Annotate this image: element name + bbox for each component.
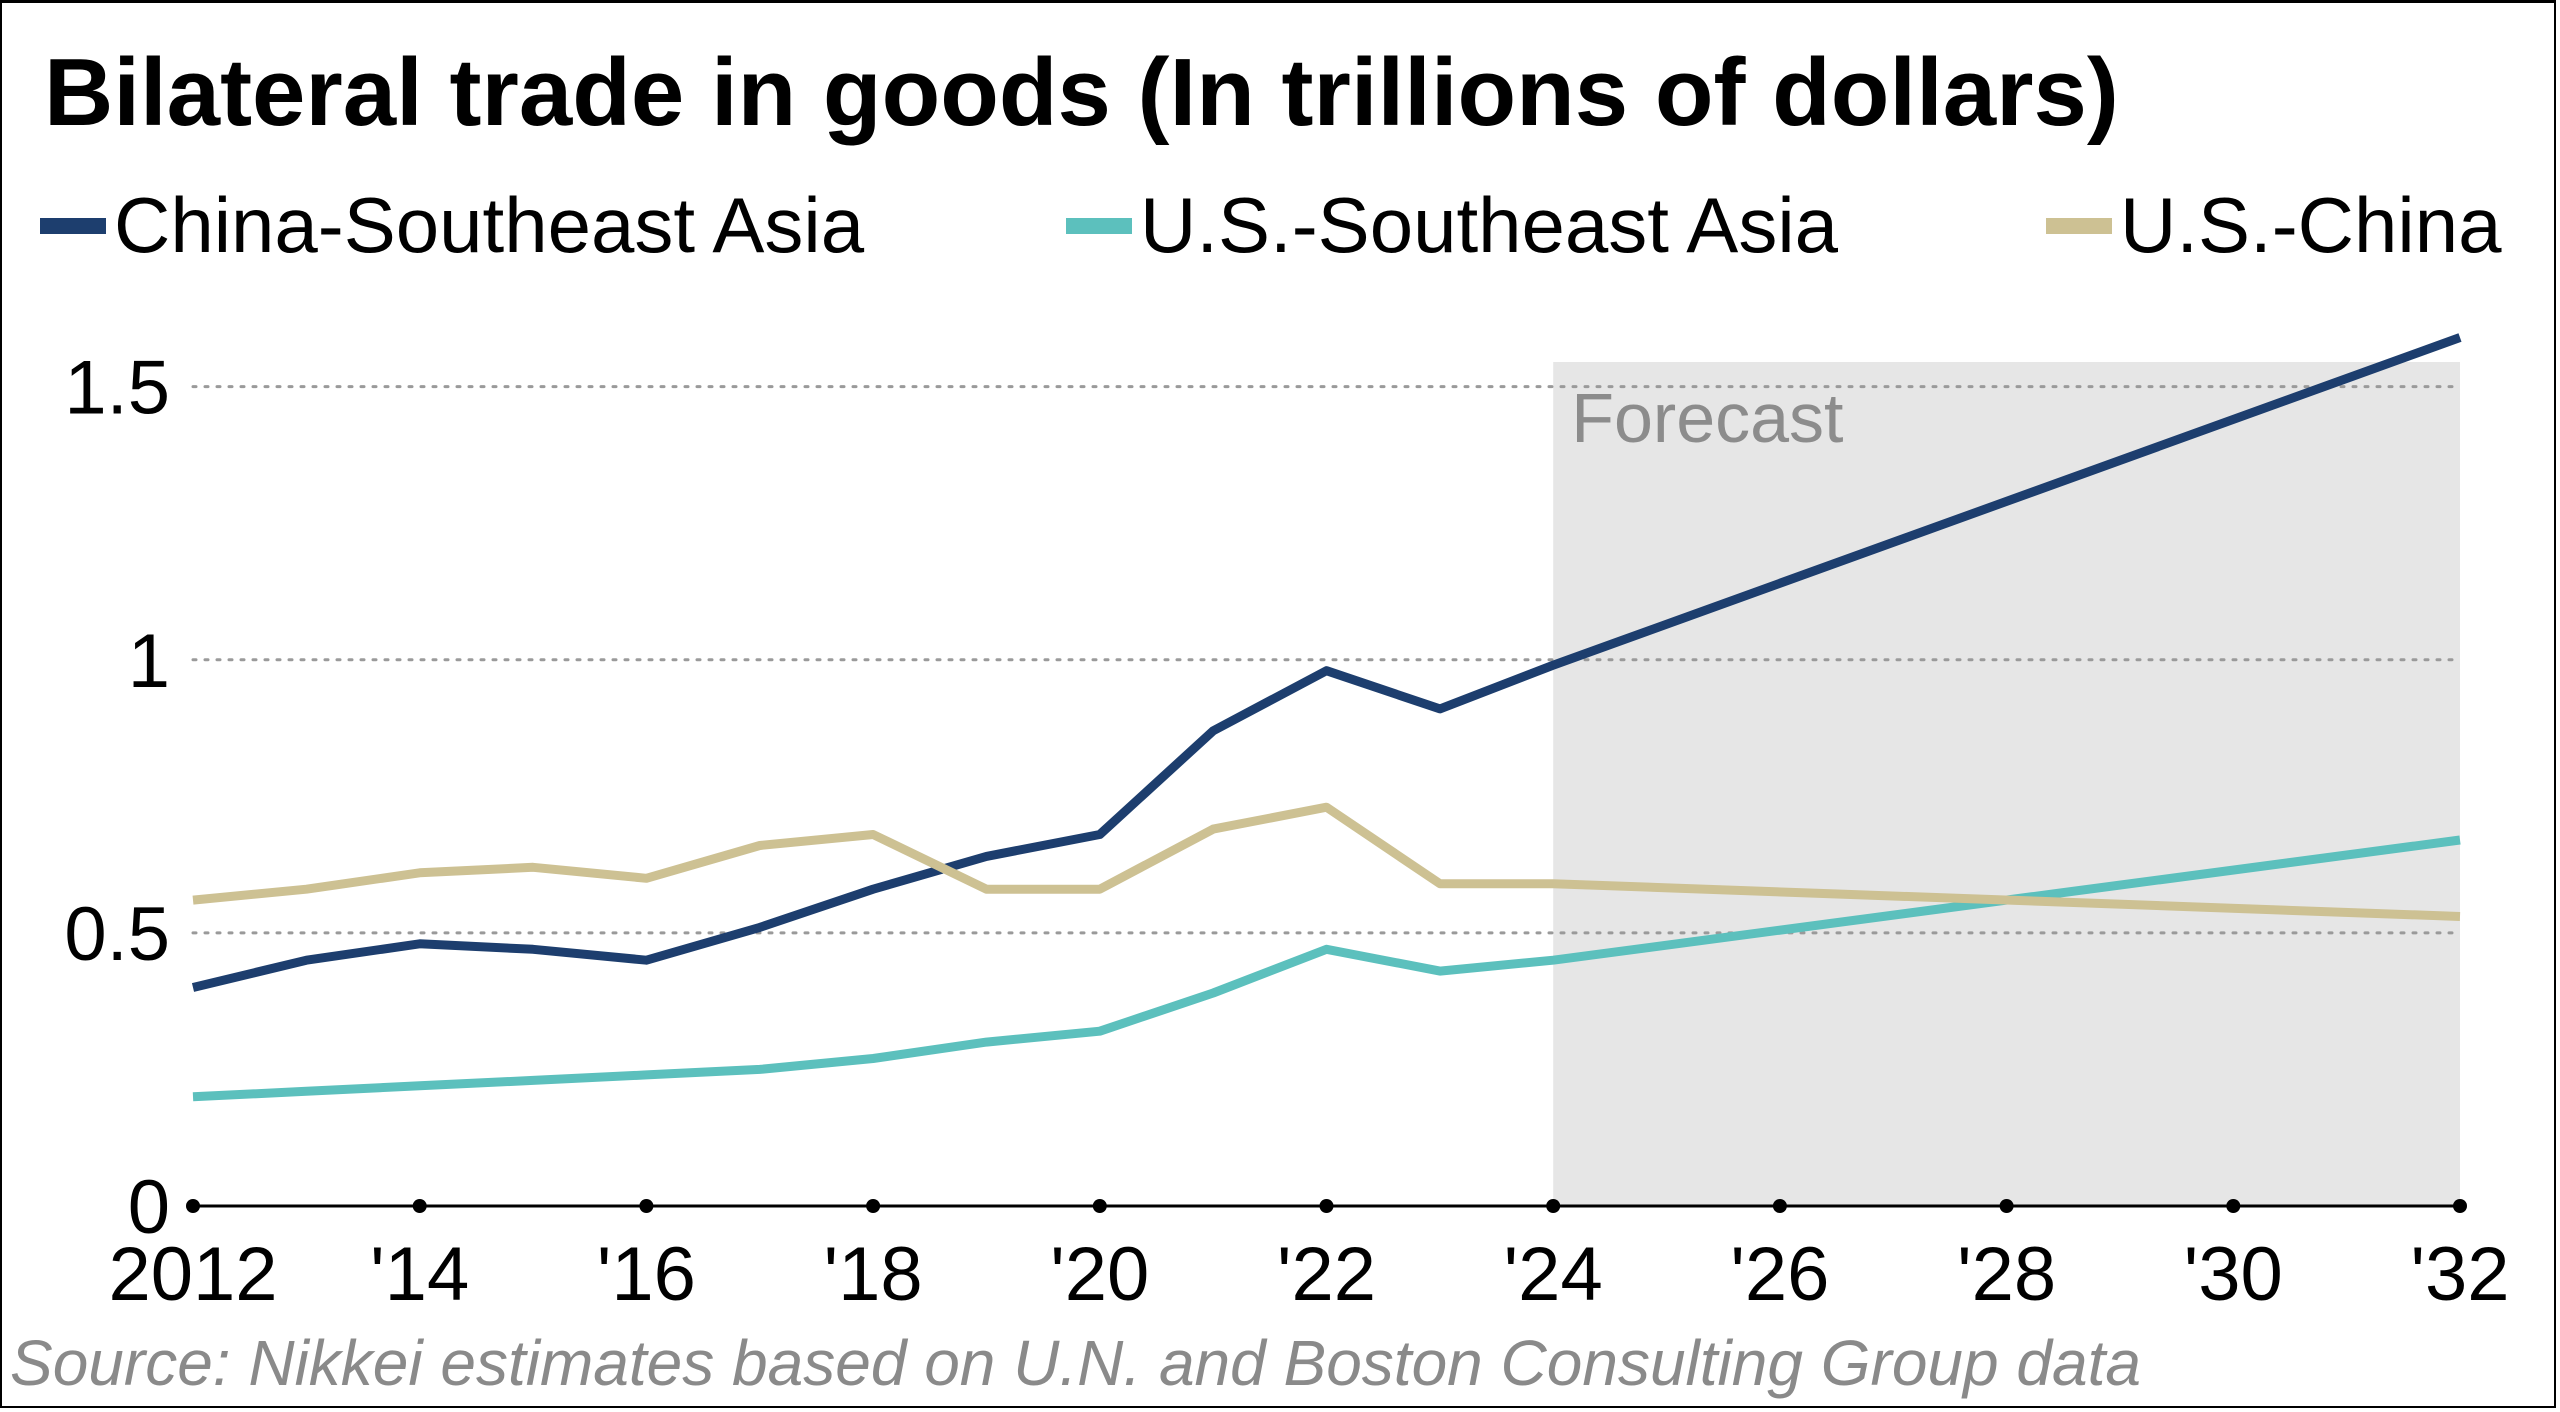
series-line-u-s-china	[192, 802, 2461, 921]
x-tick-label: '26	[1730, 1232, 1829, 1317]
x-tick-label: '18	[824, 1232, 923, 1317]
x-tick-mark	[1772, 1199, 1787, 1213]
x-tick-mark	[1092, 1199, 1107, 1213]
x-tick-mark	[186, 1199, 200, 1213]
x-tick-mark	[412, 1199, 427, 1213]
x-tick-label: '14	[370, 1232, 469, 1317]
x-tick-mark	[2453, 1199, 2467, 1213]
x-tick-label: '22	[1277, 1232, 1376, 1317]
legend-swatch	[1066, 217, 1132, 234]
legend-label: U.S.-Southeast Asia	[1140, 181, 1839, 269]
legend-swatch	[40, 217, 106, 234]
x-tick-mark	[1319, 1199, 1334, 1213]
source-note: Source: Nikkei estimates based on U.N. a…	[10, 1327, 2141, 1399]
legend: China-Southeast Asia U.S.-Southeast Asia…	[0, 180, 2560, 270]
y-tick-label: 0	[128, 1165, 170, 1250]
legend-label: China-Southeast Asia	[114, 181, 865, 269]
series-line-u-s-southeast-asia	[192, 835, 2461, 1102]
legend-swatch	[2046, 217, 2112, 234]
x-tick-mark	[1999, 1199, 2014, 1213]
y-tick-label: 0.5	[64, 892, 170, 977]
legend-item-us-southeast-asia: U.S.-Southeast Asia	[1066, 180, 1838, 271]
legend-label: U.S.-China	[2120, 181, 2502, 269]
x-tick-mark	[2226, 1199, 2241, 1213]
x-tick-label: '20	[1050, 1232, 1149, 1317]
x-tick-label: '30	[2184, 1232, 2283, 1317]
legend-item-china-southeast-asia: China-Southeast Asia	[40, 180, 864, 271]
forecast-label: Forecast	[1571, 379, 1843, 457]
x-tick-label: '28	[1957, 1232, 2056, 1317]
x-tick-label: 2012	[108, 1232, 277, 1317]
chart-title: Bilateral trade in goods (In trillions o…	[44, 39, 2119, 146]
x-tick-mark	[866, 1199, 881, 1213]
x-tick-mark	[1546, 1199, 1561, 1213]
x-tick-mark	[639, 1199, 654, 1213]
y-tick-label: 1.5	[64, 346, 170, 431]
forecast-region	[1553, 362, 2460, 1206]
legend-item-us-china: U.S.-China	[2046, 180, 2501, 271]
series-line-china-southeast-asia	[191, 333, 2462, 992]
x-tick-label: '32	[2410, 1232, 2509, 1317]
x-tick-label: '24	[1504, 1232, 1603, 1317]
x-tick-label: '16	[597, 1232, 696, 1317]
y-tick-label: 1	[128, 619, 170, 704]
